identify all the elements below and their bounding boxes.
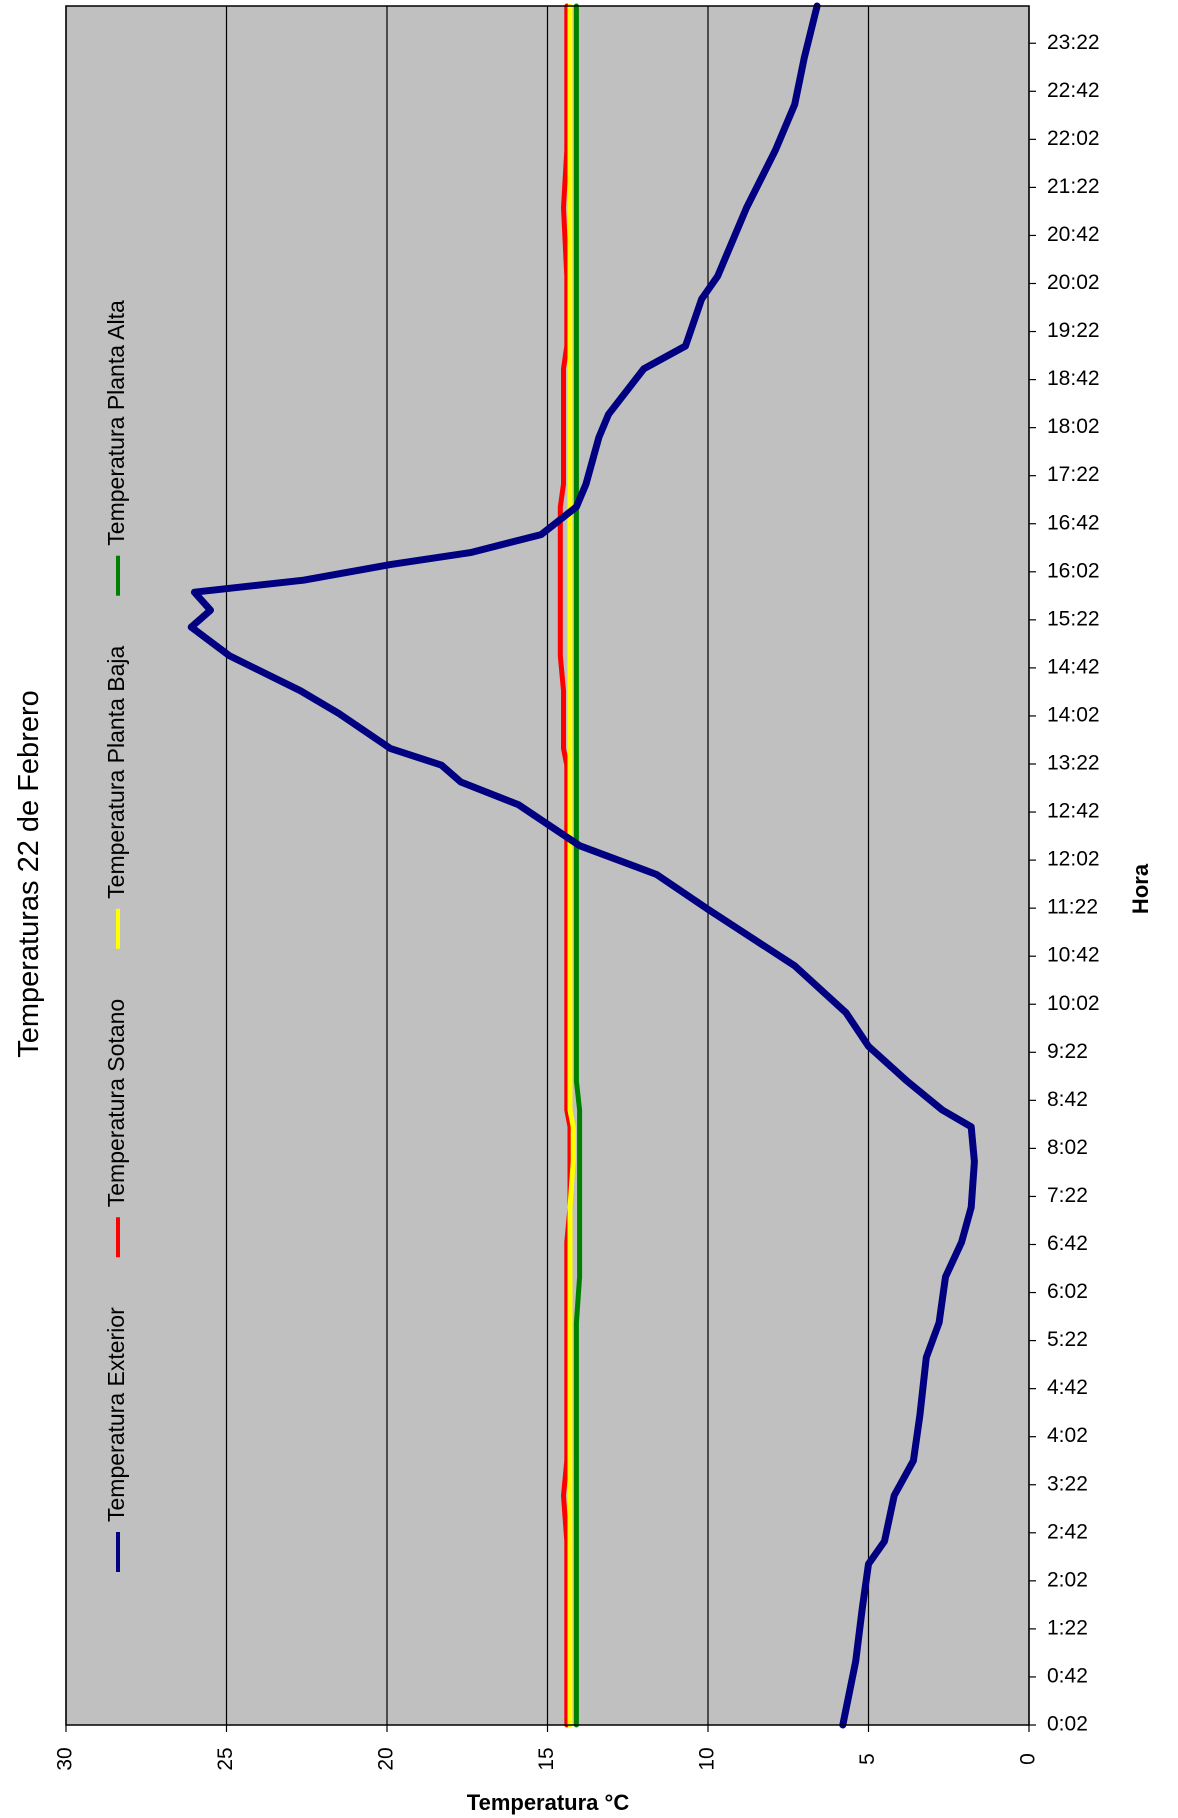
x-tick-label: 6:42	[1047, 1232, 1088, 1255]
x-tick-label: 10:42	[1047, 944, 1100, 967]
x-tick-label: 18:02	[1047, 415, 1100, 438]
x-tick-label: 4:02	[1047, 1424, 1088, 1447]
x-tick-label: 19:22	[1047, 319, 1100, 342]
x-tick-label: 2:42	[1047, 1520, 1088, 1543]
x-tick-label: 3:22	[1047, 1472, 1088, 1495]
y-tick-label: 20	[375, 1747, 398, 1770]
series-line	[557, 3, 573, 1728]
x-tick-label: 2:02	[1047, 1568, 1088, 1591]
x-tick-label: 5:22	[1047, 1328, 1088, 1351]
x-tick-label: 7:22	[1047, 1184, 1088, 1207]
x-tick-label: 18:42	[1047, 367, 1100, 390]
x-tick-label: 9:22	[1047, 1040, 1088, 1063]
x-tick-label: 4:42	[1047, 1376, 1088, 1399]
series-line	[567, 3, 576, 1728]
y-tick-label: 30	[54, 1747, 77, 1770]
legend-label: Temperatura Planta Baja	[103, 645, 129, 898]
y-tick-label: 10	[696, 1747, 719, 1770]
ticks: 0 5 10 15 20 25 30 0:02 0:42 1:22 2:02 2:42 3:22 4:02…	[54, 31, 1100, 1771]
series-line	[187, 2, 978, 1729]
x-tick-label: 11:22	[1047, 896, 1098, 919]
legend: Temperatura Exterior Temperatura Sotano Te…	[103, 300, 129, 1572]
y-axis-title: Temperatura °C	[467, 1790, 630, 1815]
x-tick-label: 12:02	[1047, 848, 1100, 871]
x-tick-label: 14:02	[1047, 703, 1100, 726]
x-axis-title: Hora	[1128, 863, 1153, 914]
chart-title: Temperaturas 22 de Febrero	[13, 690, 45, 1058]
x-tick-label: 6:02	[1047, 1280, 1088, 1303]
x-tick-label: 20:02	[1047, 271, 1100, 294]
x-tick-label: 21:22	[1047, 175, 1100, 198]
x-tick-label: 0:42	[1047, 1664, 1088, 1687]
x-tick-label: 16:02	[1047, 559, 1100, 582]
x-tick-label: 8:42	[1047, 1088, 1088, 1111]
x-tick-label: 17:22	[1047, 463, 1100, 486]
legend-label: Temperatura Planta Alta	[103, 300, 129, 546]
legend-label: Temperatura Exterior	[103, 1307, 129, 1522]
x-tick-label: 22:02	[1047, 127, 1100, 150]
x-tick-label: 16:42	[1047, 511, 1100, 534]
y-tick-label: 25	[214, 1747, 237, 1770]
x-tick-label: 12:42	[1047, 800, 1100, 823]
series-line	[573, 3, 583, 1728]
x-tick-label: 20:42	[1047, 223, 1100, 246]
x-tick-label: 15:22	[1047, 607, 1100, 630]
y-tick-label: 0	[1017, 1753, 1040, 1765]
lines	[187, 2, 978, 1729]
x-tick-label: 10:02	[1047, 992, 1100, 1015]
legend-label: Temperatura Sotano	[103, 999, 129, 1207]
x-tick-label: 23:22	[1047, 31, 1100, 54]
x-tick-label: 14:42	[1047, 655, 1100, 678]
x-tick-label: 0:02	[1047, 1713, 1088, 1736]
x-tick-label: 22:42	[1047, 79, 1100, 102]
x-tick-label: 8:02	[1047, 1136, 1088, 1159]
y-tick-label: 15	[535, 1747, 558, 1770]
y-tick-label: 5	[856, 1753, 879, 1765]
x-tick-label: 1:22	[1047, 1616, 1088, 1639]
x-tick-label: 13:22	[1047, 752, 1100, 775]
